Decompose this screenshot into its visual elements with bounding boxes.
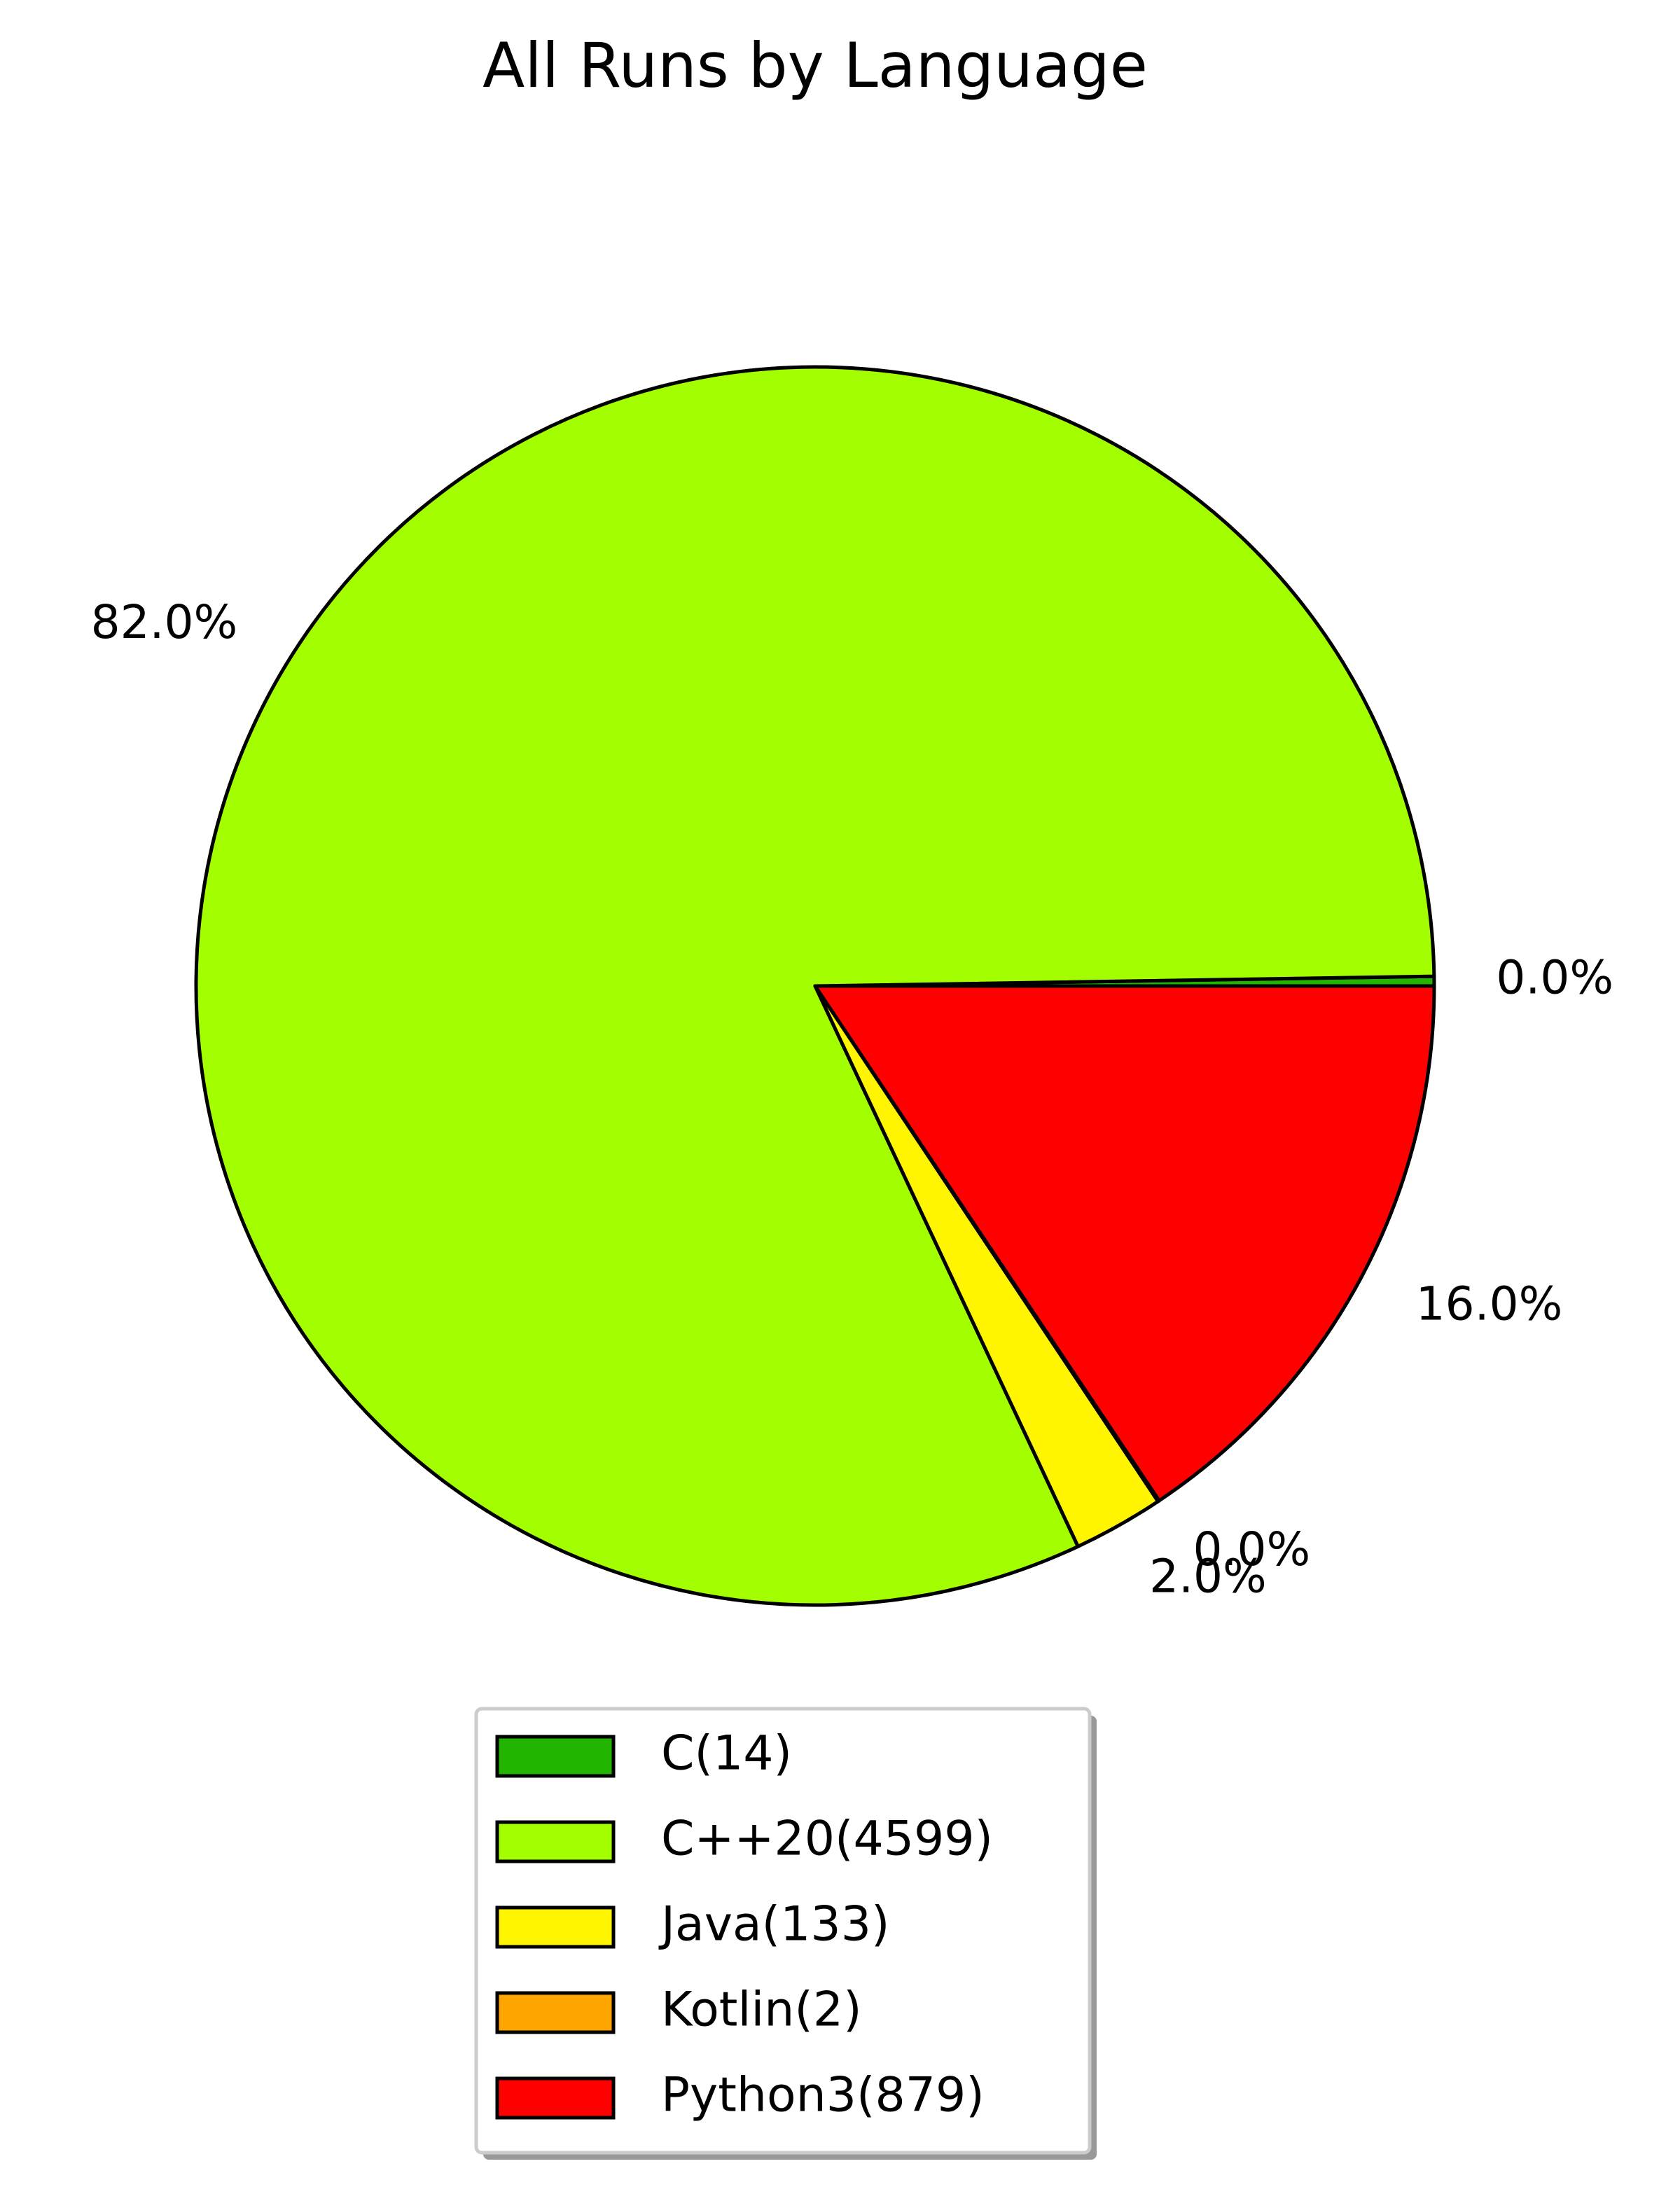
legend-swatch: [495, 1991, 616, 2034]
pie-slice: [813, 984, 1436, 1503]
legend: [474, 1707, 1092, 2155]
slice-label: 0.0%: [1496, 950, 1613, 1004]
legend-label: Kotlin(2): [661, 1983, 862, 2038]
legend-swatch: [495, 2076, 616, 2120]
legend-swatch: [495, 1820, 616, 1863]
legend-swatch: [495, 1735, 616, 1778]
slice-label: 0.0%: [1193, 1522, 1311, 1576]
slice-label: 16.0%: [1416, 1277, 1563, 1331]
slice-label: 2.0%: [1149, 1549, 1267, 1603]
legend-swatch: [495, 1905, 616, 1949]
legend-label: C++20(4599): [661, 1812, 993, 1867]
legend-label: C(14): [661, 1726, 792, 1782]
slice-label: 82.0%: [91, 595, 238, 649]
chart-title: All Runs by Language: [483, 29, 1148, 102]
legend-label: Python3(879): [661, 2068, 985, 2123]
legend-label: Java(133): [658, 1897, 890, 1952]
